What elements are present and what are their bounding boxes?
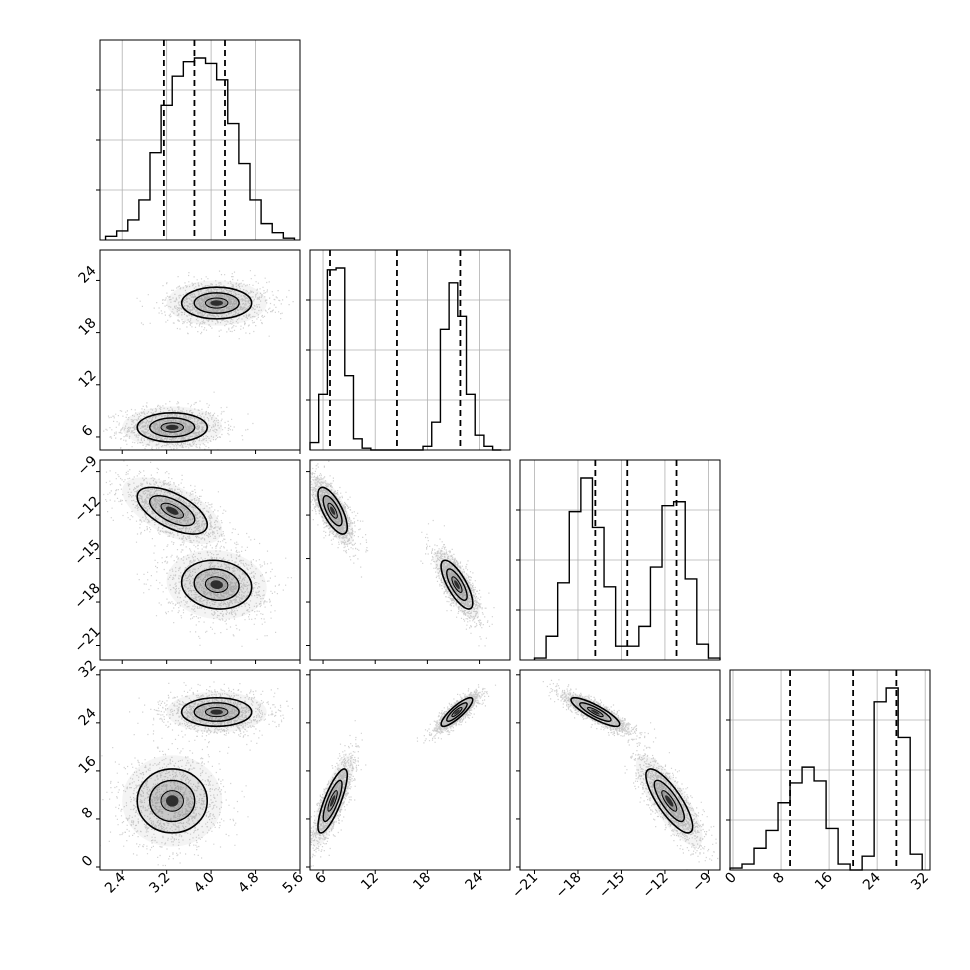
- y-tick-label: 32: [76, 657, 100, 681]
- panel-frame: [99, 249, 301, 451]
- x-tick-label: 8: [770, 870, 788, 888]
- density-peak-0: [665, 795, 674, 807]
- density-peak-0: [330, 795, 336, 807]
- y-tick-label: −12: [72, 493, 104, 525]
- density-peak-0: [165, 506, 179, 515]
- y-tick-label: −15: [72, 537, 104, 569]
- density-peak-1: [210, 580, 223, 589]
- x-tick-label: 12: [358, 870, 382, 894]
- density-peak-1: [454, 580, 460, 589]
- y-tick-label: −18: [72, 580, 104, 612]
- histogram-step-1: [309, 267, 502, 451]
- panel-frame: [99, 669, 301, 871]
- x-tick-label: 16: [812, 869, 836, 893]
- scatter-points: [103, 460, 292, 647]
- x-tick-label: −18: [553, 870, 585, 902]
- histogram-0: [96, 39, 301, 241]
- y-tick-label: 16: [76, 753, 100, 777]
- x-tick-label: 4.0: [191, 870, 218, 897]
- panel-frame: [309, 459, 511, 661]
- y-tick-label: 6: [79, 422, 97, 440]
- x-tick-label: 4.8: [235, 870, 262, 897]
- density-peak-0: [329, 506, 336, 515]
- panel-content: [310, 684, 497, 867]
- panel-frame: [309, 669, 511, 871]
- x-tick-label: 3.2: [146, 870, 173, 897]
- panel-2-1: [306, 459, 511, 664]
- scatter-points: [103, 270, 294, 450]
- density-peak-1: [454, 709, 460, 715]
- density-peak-1: [210, 300, 223, 306]
- y-tick-label: 8: [79, 804, 97, 822]
- panel-frame: [99, 459, 301, 661]
- x-tick-label: 24: [860, 869, 884, 893]
- density-peak-0: [165, 795, 179, 807]
- x-tick-label: −12: [640, 870, 672, 902]
- histogram-3: [726, 669, 931, 871]
- histogram-step-3: [729, 687, 923, 871]
- scatter-points: [100, 681, 294, 867]
- scatter-points: [310, 460, 495, 647]
- panel-1-0: [96, 249, 301, 454]
- y-tick-label: 18: [76, 315, 100, 339]
- panel-content: [310, 460, 495, 647]
- panel-3-0: [96, 669, 301, 874]
- x-tick-label: 32: [908, 870, 932, 894]
- y-tick-label: 12: [76, 367, 100, 391]
- x-tick-label: 24: [462, 869, 486, 893]
- histogram-step-0: [104, 57, 296, 240]
- x-tick-label: 5.6: [280, 869, 307, 896]
- x-tick-label: −9: [689, 870, 715, 896]
- x-tick-label: 18: [410, 870, 434, 894]
- panel-content: [542, 679, 719, 870]
- histogram-step-2: [533, 477, 721, 660]
- y-tick-label: 24: [76, 705, 100, 729]
- histogram-1: [306, 249, 511, 451]
- panel-content: [103, 270, 294, 450]
- density-peak-0: [165, 424, 179, 430]
- x-tick-label: 2.4: [102, 869, 129, 896]
- panel-content: [103, 460, 292, 647]
- x-tick-label: −15: [596, 870, 628, 902]
- panel-3-2: [516, 669, 721, 874]
- panel-3-1: [306, 669, 511, 874]
- density-peak-1: [210, 709, 223, 715]
- y-tick-label: −9: [75, 453, 101, 479]
- panel-content: [100, 681, 294, 867]
- y-tick-label: 24: [76, 263, 100, 287]
- y-tick-label: −21: [72, 624, 104, 656]
- y-tick-label: 0: [79, 853, 97, 871]
- x-tick-label: 6: [312, 869, 330, 887]
- panel-2-0: [96, 459, 301, 664]
- scatter-points: [542, 679, 719, 870]
- density-peak-1: [591, 709, 600, 715]
- x-tick-label: −21: [509, 870, 541, 902]
- x-tick-label: 0: [722, 870, 740, 888]
- panel-frame: [519, 669, 721, 871]
- histogram-2: [516, 459, 721, 661]
